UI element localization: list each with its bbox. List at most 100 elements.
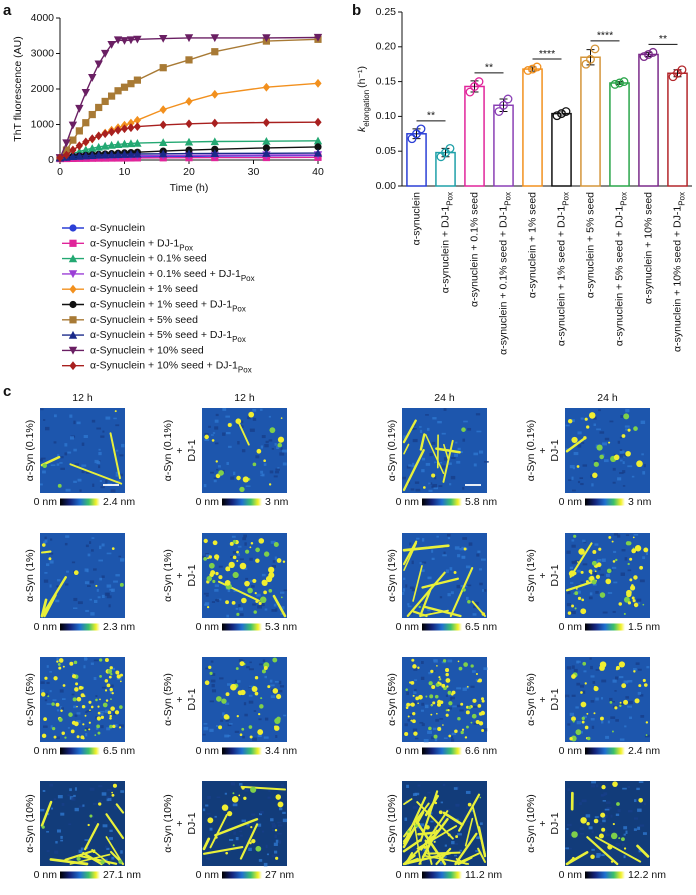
afm-particle: [412, 711, 416, 716]
afm-texture: [566, 823, 572, 827]
afm-texture: [216, 598, 220, 603]
afm-particle: [463, 547, 467, 551]
data-point: [644, 50, 653, 59]
afm-particle: [479, 796, 482, 799]
data-point: [590, 44, 600, 54]
marker: [94, 142, 103, 151]
afm-texture: [621, 842, 625, 846]
marker: [69, 145, 77, 155]
afm-particle: [273, 541, 279, 548]
afm-fibril: [403, 443, 410, 455]
afm-particle: [442, 659, 447, 663]
afm-texture: [214, 588, 219, 592]
afm-texture: [567, 590, 571, 595]
afm-particle: [80, 693, 85, 698]
afm-texture: [244, 713, 248, 717]
afm-texture: [593, 423, 596, 426]
colorbar-max: 2.4 nm: [103, 496, 135, 508]
legend-label-part: α-Synuclein: [90, 222, 145, 234]
afm-particle: [58, 666, 62, 670]
afm-particle: [618, 602, 622, 606]
colorbar-min: 0 nm: [559, 745, 583, 757]
afm-texture: [106, 797, 109, 802]
afm-texture: [590, 700, 595, 703]
afm-texture: [269, 470, 274, 474]
afm-fibril: [416, 801, 454, 840]
colorbar-max: 6.5 nm: [465, 621, 497, 633]
afm-texture: [612, 610, 616, 613]
afm-particle: [571, 831, 578, 838]
afm-fibril: [237, 420, 250, 446]
afm-particle: [43, 717, 47, 722]
x-tick-label: 0: [57, 166, 63, 178]
afm-particle: [254, 675, 259, 680]
afm-particle: [573, 534, 577, 538]
afm-texture: [420, 850, 425, 854]
afm-texture: [477, 550, 481, 553]
afm-particle: [80, 686, 84, 690]
afm-particle: [88, 700, 92, 704]
afm-particle: [115, 670, 120, 675]
afm-texture: [454, 453, 459, 457]
afm-texture: [483, 460, 489, 463]
legend-label-part: α-Synuclein + 10% seed: [90, 344, 204, 356]
afm-particle: [431, 473, 436, 478]
afm-background: [565, 408, 650, 493]
colorbar: [422, 498, 462, 506]
afm-particle: [95, 698, 98, 702]
afm-particle: [610, 832, 618, 840]
afm-texture: [425, 462, 431, 466]
afm-particle: [110, 698, 112, 701]
marker: [133, 122, 141, 132]
afm-texture: [604, 808, 610, 811]
afm-particle: [249, 546, 252, 549]
afm-texture: [434, 461, 437, 464]
x-tick-label-part: Pox: [677, 192, 686, 206]
marker: [68, 121, 78, 130]
afm-particle: [418, 605, 421, 609]
row-label: α-Syn (10%): [386, 794, 398, 853]
afm-texture: [273, 603, 277, 607]
afm-texture: [444, 856, 447, 858]
afm-texture: [202, 808, 206, 812]
data-point: [610, 79, 620, 89]
afm-texture: [50, 807, 54, 810]
afm-texture: [644, 734, 650, 738]
afm-particle: [580, 817, 587, 824]
y-tick-label: 0.20: [376, 41, 397, 53]
afm-fibril: [413, 821, 422, 865]
afm-texture: [249, 579, 254, 583]
marker: [62, 146, 71, 154]
afm-texture: [92, 483, 95, 487]
afm-texture: [207, 795, 211, 799]
afm-texture: [73, 705, 77, 709]
x-tick-label-part: α-synuclein + 10% seed + DJ-1: [671, 206, 683, 352]
afm-texture: [74, 787, 77, 791]
afm-texture: [476, 430, 482, 433]
afm-texture: [56, 709, 60, 712]
afm-image: [402, 533, 487, 618]
afm-image: [202, 533, 287, 618]
afm-texture: [276, 832, 282, 835]
afm-texture: [101, 575, 105, 578]
afm-texture: [120, 850, 123, 854]
afm-texture: [42, 470, 46, 474]
afm-particle: [575, 588, 578, 590]
afm-particle: [255, 558, 260, 563]
afm-particle: [568, 570, 576, 577]
afm-texture: [579, 477, 584, 479]
afm-particle: [109, 714, 112, 718]
afm-texture: [479, 568, 483, 571]
afm-texture: [412, 438, 418, 443]
afm-particle: [274, 717, 281, 725]
afm-texture: [467, 427, 472, 431]
afm-fibril: [464, 817, 474, 847]
marker: [120, 124, 129, 134]
afm-texture: [233, 590, 238, 592]
afm-particle: [586, 425, 590, 429]
data-point: [677, 65, 687, 75]
significance-label: **: [485, 62, 493, 74]
afm-particle: [582, 661, 587, 666]
afm-texture: [402, 591, 405, 595]
afm-particle: [616, 802, 620, 806]
